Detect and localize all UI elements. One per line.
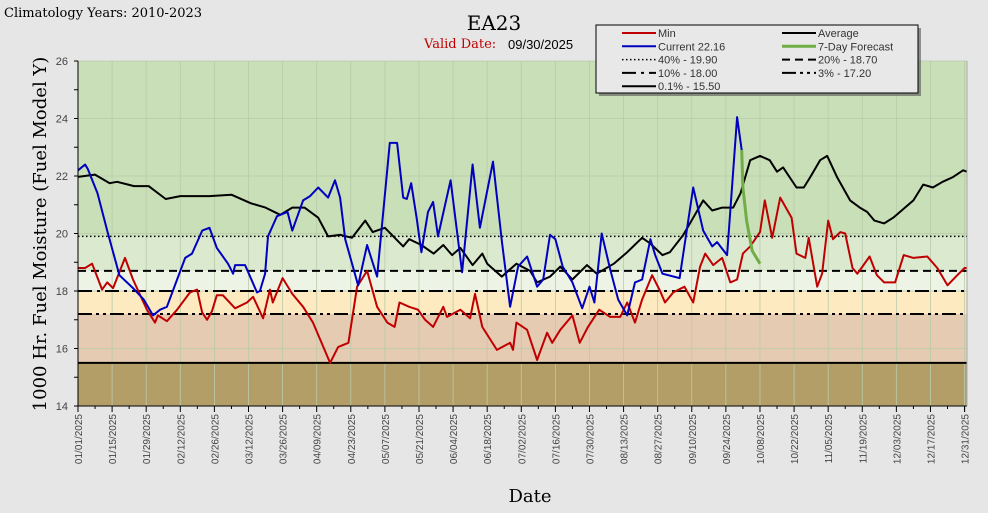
x-tick-label: 06/18/2025 xyxy=(483,414,494,464)
y-tick-label: 14 xyxy=(56,401,68,413)
y-tick-label: 20 xyxy=(56,229,68,241)
x-tick-label: 06/04/2025 xyxy=(449,414,460,464)
x-tick-label: 12/31/2025 xyxy=(961,414,972,464)
x-tick-label: 08/27/2025 xyxy=(654,414,665,464)
legend-entry-label: Current 22.16 xyxy=(658,41,725,53)
threshold-lines xyxy=(78,235,967,364)
legend: Min Average Current 22.16 7-Day Forecast 40%… xyxy=(595,24,921,96)
x-tick-label: 05/21/2025 xyxy=(415,414,426,464)
x-tick-label: 08/13/2025 xyxy=(620,414,631,464)
x-tick-label: 02/12/2025 xyxy=(176,414,187,464)
legend-entry-label: 0.1% - 15.50 xyxy=(658,81,720,93)
legend-entry-label: 3% - 17.20 xyxy=(818,68,871,80)
x-tick-label: 09/10/2025 xyxy=(688,414,699,464)
x-tick-label: 04/09/2025 xyxy=(313,414,324,464)
series-line-min xyxy=(78,196,967,364)
x-tick-label: 01/29/2025 xyxy=(142,414,153,464)
x-tick-label: 07/16/2025 xyxy=(551,414,562,464)
y-tick-label: 16 xyxy=(56,344,68,356)
x-tick-label: 05/07/2025 xyxy=(381,414,392,464)
legend-entry-label: 7-Day Forecast xyxy=(818,41,893,53)
x-tick-label: 12/03/2025 xyxy=(892,414,903,464)
y-tick-label: 24 xyxy=(56,114,68,126)
x-tick-label: 09/24/2025 xyxy=(722,414,733,464)
band-3 xyxy=(78,270,967,291)
legend-entry-label: Min xyxy=(658,28,676,40)
axes: 14 16 18 20 22 24 26 01/01/2025 01/15/2025 01/29/… xyxy=(56,56,972,464)
series-line-current-22-16 xyxy=(77,116,743,317)
x-tick-label: 01/15/2025 xyxy=(108,414,119,464)
x-tick-label: 03/12/2025 xyxy=(244,414,255,464)
x-tick-label: 01/01/2025 xyxy=(74,414,85,464)
series-lines xyxy=(77,116,968,364)
x-tick-label: 10/08/2025 xyxy=(756,414,767,464)
climatology-years: Climatology Years: 2010-2023 xyxy=(4,6,202,21)
percentile-bands xyxy=(78,61,967,406)
x-tick-label: 11/05/2025 xyxy=(824,414,835,464)
x-tick-label: 07/02/2025 xyxy=(517,414,528,464)
x-tick-label: 10/22/2025 xyxy=(790,414,801,464)
legend-entry-label: Average xyxy=(818,28,859,40)
chart-title: EA23 xyxy=(467,11,522,35)
y-axis-label: 1000 Hr. Fuel Moisture (Fuel Model Y) xyxy=(30,57,51,412)
band-4 xyxy=(78,236,967,271)
x-axis-label: Date xyxy=(508,486,551,507)
band-1 xyxy=(78,314,967,363)
band-0 xyxy=(78,362,967,406)
y-tick-label: 26 xyxy=(56,56,68,68)
x-tick-label: 12/17/2025 xyxy=(926,414,937,464)
y-tick-label: 22 xyxy=(56,171,68,183)
band-2 xyxy=(78,291,967,314)
legend-entry-label: 10% - 18.00 xyxy=(658,68,717,80)
series-line-7-day-forecast xyxy=(740,150,762,265)
y-tick-label: 18 xyxy=(56,286,68,298)
x-tick-label: 07/30/2025 xyxy=(585,414,596,464)
x-tick-label: 04/23/2025 xyxy=(347,414,358,464)
valid-date-label: Valid Date: xyxy=(423,37,496,52)
x-tick-label: 03/26/2025 xyxy=(279,414,290,464)
series-line-average xyxy=(77,154,968,284)
legend-entry-label: 40% - 19.90 xyxy=(658,55,717,67)
x-tick-label: 11/19/2025 xyxy=(858,414,869,464)
legend-entry-label: 20% - 18.70 xyxy=(818,55,877,67)
x-tick-label: 02/26/2025 xyxy=(210,414,221,464)
valid-date: 09/30/2025 xyxy=(508,37,573,52)
